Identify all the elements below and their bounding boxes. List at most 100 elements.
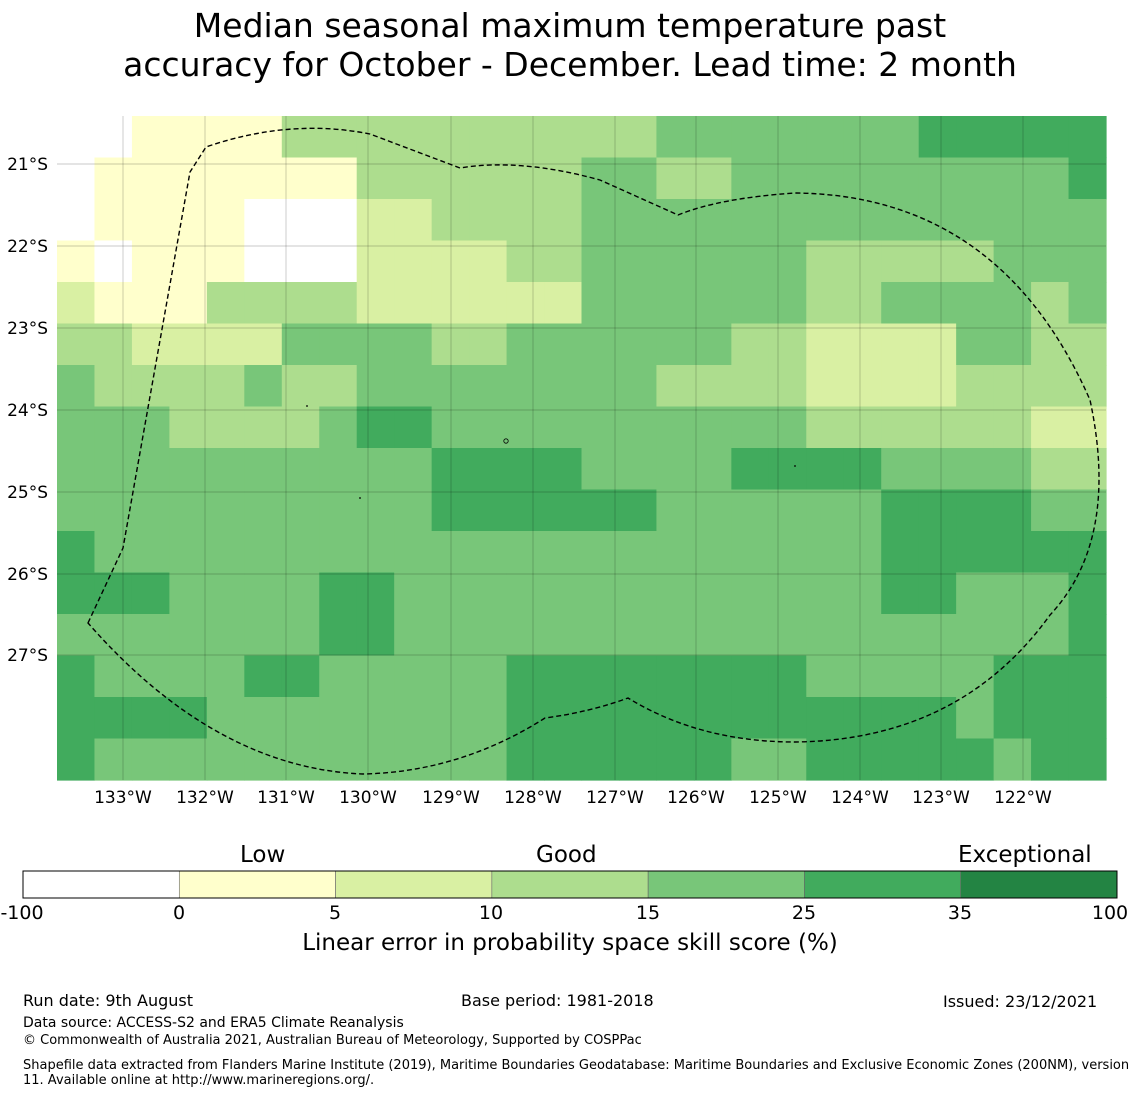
grid-cell — [1068, 655, 1107, 698]
grid-cell — [768, 157, 807, 200]
grid-cell — [956, 157, 995, 200]
grid-cell — [1031, 323, 1070, 366]
grid-cell — [544, 365, 583, 408]
lat-label-23s: 23°S — [7, 319, 48, 339]
grid-cell — [993, 199, 1032, 242]
grid-cell — [1031, 448, 1070, 491]
lat-label-26s: 26°S — [7, 565, 48, 585]
grid-cell — [544, 157, 583, 200]
grid-cell — [581, 448, 620, 491]
grid-cell — [1068, 406, 1107, 449]
grid-cell — [394, 240, 433, 283]
grid-cell — [956, 655, 995, 698]
grid-cell — [656, 323, 695, 366]
grid-cell — [394, 738, 433, 781]
grid-cell — [57, 323, 96, 366]
grid-cell — [169, 655, 208, 698]
grid-cell — [394, 489, 433, 532]
grid-cell — [131, 199, 170, 242]
grid-cell — [206, 614, 245, 657]
grid-cell — [431, 697, 470, 740]
grid-cell — [768, 116, 807, 159]
grid-cell — [918, 240, 957, 283]
grid-cell — [843, 157, 882, 200]
grid-cell — [431, 448, 470, 491]
grid-cell — [656, 614, 695, 657]
grid-cell — [356, 282, 395, 325]
grid-cell — [206, 282, 245, 325]
grid-cell — [469, 697, 508, 740]
grid-cell — [281, 448, 320, 491]
grid-cell — [881, 157, 920, 200]
grid-cell — [843, 572, 882, 615]
grid-cell — [506, 614, 545, 657]
graticule — [57, 116, 1106, 780]
grid-cell — [956, 116, 995, 159]
grid-cell — [506, 240, 545, 283]
grid-cell — [131, 697, 170, 740]
grid-cell — [581, 116, 620, 159]
grid-cell — [956, 738, 995, 781]
grid-cell — [731, 406, 770, 449]
category-exceptional: Exceptional — [958, 842, 1092, 868]
grid-cell — [918, 157, 957, 200]
grid-cell — [206, 531, 245, 574]
grid-cell — [731, 157, 770, 200]
lat-label-22s: 22°S — [7, 237, 48, 257]
grid-cell — [956, 199, 995, 242]
grid-cell — [356, 531, 395, 574]
grid-cell — [693, 738, 732, 781]
grid-cell — [881, 365, 920, 408]
grid-cell — [881, 655, 920, 698]
grid-cell — [469, 116, 508, 159]
data-source: Data source: ACCESS-S2 and ERA5 Climate … — [23, 1015, 404, 1031]
grid-cell — [506, 365, 545, 408]
grid-cell — [731, 282, 770, 325]
grid-cell — [806, 406, 845, 449]
grid-cell — [806, 531, 845, 574]
grid-cell — [281, 406, 320, 449]
grid-cell — [693, 655, 732, 698]
grid-cell — [169, 614, 208, 657]
grid-cell — [806, 323, 845, 366]
grid-cell — [244, 157, 283, 200]
grid-cell — [506, 697, 545, 740]
grid-cell — [131, 489, 170, 532]
grid-cell — [319, 406, 358, 449]
colorbar-tick: 100 — [1091, 902, 1129, 924]
grid-cell — [131, 572, 170, 615]
grid-cell — [881, 116, 920, 159]
grid-cell — [1068, 157, 1107, 200]
grid-cell — [131, 365, 170, 408]
grid-cell — [506, 448, 545, 491]
grid-cell — [618, 655, 658, 698]
lon-label-132w: 132°W — [176, 788, 234, 808]
grid-cell — [656, 199, 695, 242]
grid-cell — [469, 406, 508, 449]
category-good: Good — [536, 842, 597, 868]
grid-cell — [881, 282, 920, 325]
grid-cell — [768, 655, 807, 698]
grid-cell — [469, 282, 508, 325]
lat-label-24s: 24°S — [7, 401, 48, 421]
grid-cell — [693, 365, 732, 408]
grid-cell — [356, 448, 395, 491]
grid-cell — [656, 531, 695, 574]
grid-cell — [169, 697, 208, 740]
grid-cell — [656, 572, 695, 615]
colorbar-label: Linear error in probability space skill … — [302, 930, 838, 956]
grid-cell — [206, 448, 245, 491]
grid-cell — [956, 282, 995, 325]
grid-cell — [731, 365, 770, 408]
grid-cell — [281, 572, 320, 615]
lon-label-130w: 130°W — [339, 788, 397, 808]
grid-cell — [131, 116, 170, 159]
grid-cell — [581, 406, 620, 449]
grid-cell — [131, 406, 170, 449]
grid-cell — [319, 157, 358, 200]
grid-cell — [656, 738, 695, 781]
run-date: Run date: 9th August — [23, 991, 193, 1010]
grid-cell — [169, 323, 208, 366]
lon-label-129w: 129°W — [422, 788, 480, 808]
grid-cell — [431, 282, 470, 325]
